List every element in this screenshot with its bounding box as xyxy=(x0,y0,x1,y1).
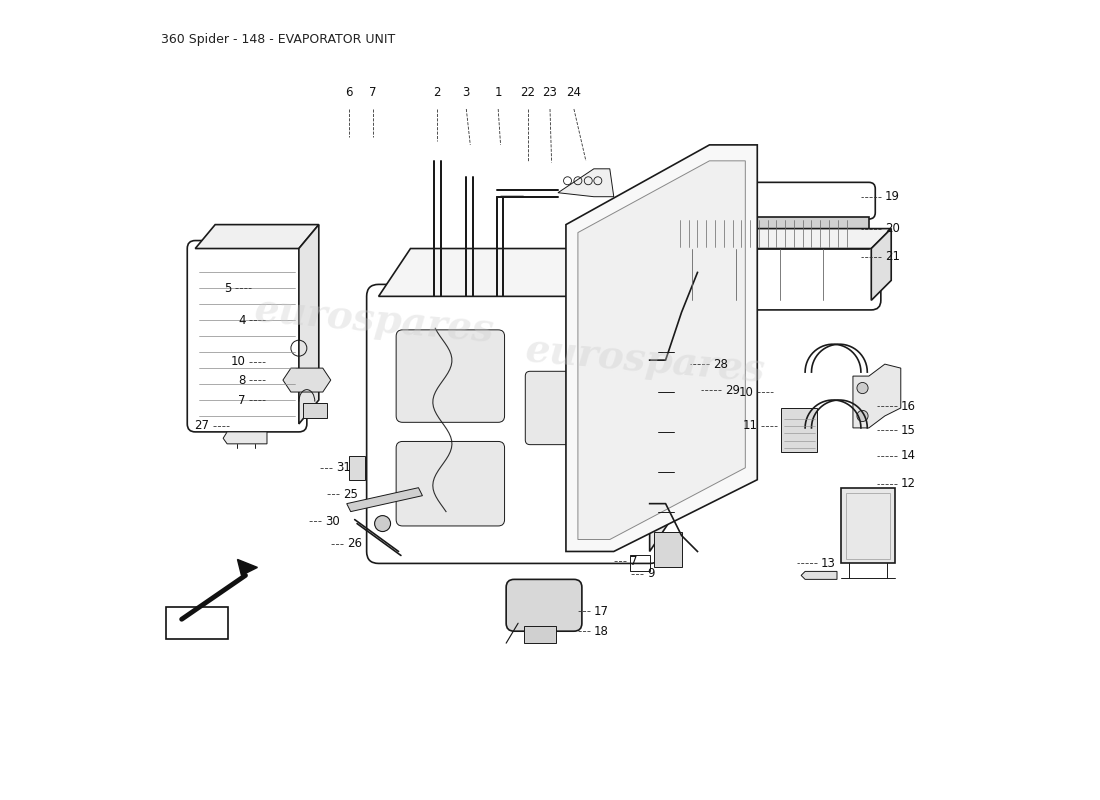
Polygon shape xyxy=(238,559,257,575)
Bar xyxy=(629,555,650,571)
Text: 1: 1 xyxy=(494,86,502,99)
Polygon shape xyxy=(378,249,682,296)
Text: 4: 4 xyxy=(238,314,245,326)
Text: 13: 13 xyxy=(821,557,836,570)
Bar xyxy=(525,626,557,643)
Text: 7: 7 xyxy=(238,394,245,406)
Text: 20: 20 xyxy=(884,222,900,235)
Polygon shape xyxy=(299,225,319,424)
Text: 17: 17 xyxy=(594,605,608,618)
FancyBboxPatch shape xyxy=(396,330,505,422)
FancyBboxPatch shape xyxy=(396,442,505,526)
Polygon shape xyxy=(195,225,319,249)
Text: 23: 23 xyxy=(542,86,558,99)
Polygon shape xyxy=(871,229,891,300)
Polygon shape xyxy=(801,571,837,579)
Text: 12: 12 xyxy=(901,478,916,490)
Polygon shape xyxy=(578,161,746,539)
Bar xyxy=(781,408,817,452)
Polygon shape xyxy=(668,229,891,249)
Text: 27: 27 xyxy=(194,419,209,432)
Circle shape xyxy=(857,382,868,394)
Polygon shape xyxy=(650,249,682,551)
FancyBboxPatch shape xyxy=(526,371,615,445)
Polygon shape xyxy=(565,145,757,551)
Text: 31: 31 xyxy=(337,462,351,474)
Bar xyxy=(846,494,890,558)
Text: 29: 29 xyxy=(725,384,740,397)
Text: 18: 18 xyxy=(594,625,608,638)
Text: 3: 3 xyxy=(463,86,470,99)
Circle shape xyxy=(375,515,390,531)
Text: 2: 2 xyxy=(433,86,440,99)
Text: 7: 7 xyxy=(629,554,637,567)
Bar xyxy=(302,403,327,418)
Text: 19: 19 xyxy=(884,190,900,203)
Text: 24: 24 xyxy=(566,86,582,99)
Text: 10: 10 xyxy=(231,355,245,368)
Text: 22: 22 xyxy=(520,86,536,99)
Polygon shape xyxy=(852,364,901,428)
FancyBboxPatch shape xyxy=(506,579,582,631)
Text: 15: 15 xyxy=(901,424,915,437)
Text: 11: 11 xyxy=(742,419,757,432)
Text: 30: 30 xyxy=(326,514,340,528)
Bar xyxy=(653,531,682,567)
Text: 7: 7 xyxy=(370,86,377,99)
Polygon shape xyxy=(223,432,267,444)
Text: 21: 21 xyxy=(884,250,900,263)
Text: 26: 26 xyxy=(346,537,362,550)
Bar xyxy=(842,488,895,563)
Text: 28: 28 xyxy=(714,358,728,370)
Bar xyxy=(349,456,365,480)
Polygon shape xyxy=(558,169,614,197)
Text: eurospares: eurospares xyxy=(524,330,767,390)
Text: 9: 9 xyxy=(647,567,654,580)
Text: 14: 14 xyxy=(901,450,916,462)
Bar xyxy=(673,217,869,249)
Text: 5: 5 xyxy=(223,282,231,295)
Text: 16: 16 xyxy=(901,400,916,413)
Polygon shape xyxy=(346,488,422,512)
Text: 10: 10 xyxy=(738,386,754,398)
Text: 25: 25 xyxy=(343,487,358,501)
Text: 6: 6 xyxy=(345,86,353,99)
Text: 360 Spider - 148 - EVAPORATOR UNIT: 360 Spider - 148 - EVAPORATOR UNIT xyxy=(161,34,395,46)
Text: 8: 8 xyxy=(238,374,245,386)
Circle shape xyxy=(857,410,868,422)
Bar xyxy=(166,607,228,639)
Text: eurospares: eurospares xyxy=(253,291,496,350)
Polygon shape xyxy=(283,368,331,392)
